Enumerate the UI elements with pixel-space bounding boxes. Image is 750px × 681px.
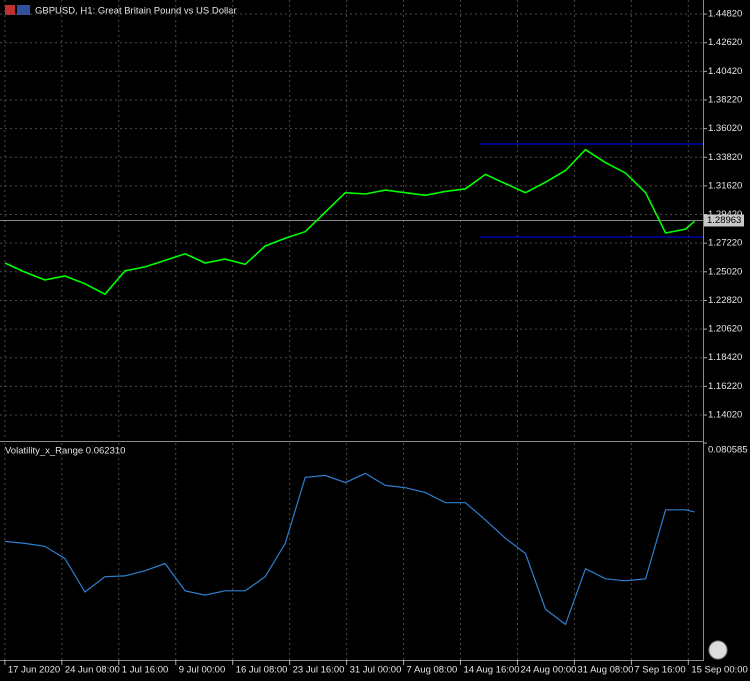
x-tick-label: 23 Jul 16:00 xyxy=(293,665,345,676)
y-tick-label: 1.18420 xyxy=(708,352,742,363)
y-tick-label: 1.31620 xyxy=(708,180,742,191)
series-line xyxy=(4,472,695,626)
last-price-box xyxy=(704,214,744,227)
y-tick-label: 1.14020 xyxy=(708,410,742,421)
x-tick-label: 31 Jul 00:00 xyxy=(350,665,402,676)
y-tick-label: 1.16220 xyxy=(708,381,742,392)
x-tick-label: 9 Jul 00:00 xyxy=(179,665,225,676)
x-tick-label: 17 Jun 2020 xyxy=(8,665,60,676)
x-tick-label: 16 Jul 08:00 xyxy=(236,665,288,676)
y-tick-label: 1.36020 xyxy=(708,123,742,134)
y-tick-label: 0.080585 xyxy=(708,445,748,456)
y-tick-label: 1.27220 xyxy=(708,238,742,249)
x-tick-label: 1 Jul 16:00 xyxy=(122,665,168,676)
flag-icon xyxy=(17,5,30,15)
series-line xyxy=(4,148,696,296)
y-tick-label: 1.20620 xyxy=(708,324,742,335)
y-tick-label: 1.42620 xyxy=(708,37,742,48)
y-tick-label: 1.33820 xyxy=(708,152,742,163)
y-tick-label: 1.38220 xyxy=(708,94,742,105)
y-tick-label: 1.25020 xyxy=(708,266,742,277)
x-tick-label: 24 Aug 00:00 xyxy=(520,665,576,676)
y-tick-label: 1.22820 xyxy=(708,295,742,306)
chart-title: GBPUSD, H1: Great Britain Pound vs US Do… xyxy=(35,6,237,17)
x-tick-label: 7 Aug 08:00 xyxy=(407,665,458,676)
x-tick-label: 24 Jun 08:00 xyxy=(65,665,120,676)
x-tick-label: 15 Sep 00:00 xyxy=(691,665,748,676)
x-tick-label: 14 Aug 16:00 xyxy=(464,665,520,676)
y-tick-label: 1.44820 xyxy=(708,9,742,20)
y-tick-label: 1.40420 xyxy=(708,66,742,77)
x-tick-label: 7 Sep 16:00 xyxy=(634,665,685,676)
zoom-button[interactable] xyxy=(708,640,728,660)
symbol-icon xyxy=(5,5,15,15)
indicator-title: Volatility_x_Range 0.062310 xyxy=(5,446,125,457)
x-tick-label: 31 Aug 08:00 xyxy=(577,665,633,676)
last-price-label: 1.28963 xyxy=(707,215,741,226)
